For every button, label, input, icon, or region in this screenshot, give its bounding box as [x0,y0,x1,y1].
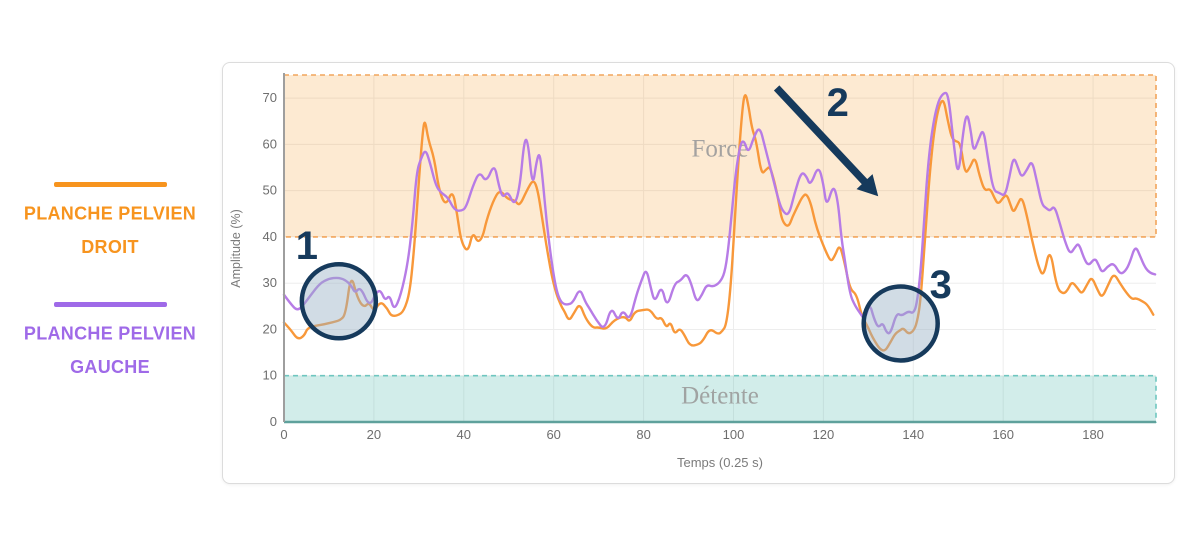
svg-text:10: 10 [263,368,277,383]
svg-text:70: 70 [263,90,277,105]
legend-label-droit: PLANCHE PELVIEN DROIT [18,197,202,263]
svg-text:20: 20 [263,321,277,336]
svg-text:60: 60 [546,427,560,442]
legend-item-gauche: PLANCHE PELVIEN GAUCHE [18,302,202,382]
y-axis-title: Amplitude (%) [229,209,243,288]
legend-label-gauche: PLANCHE PELVIEN GAUCHE [18,317,202,383]
svg-text:40: 40 [457,427,471,442]
legend-swatch-gauche [53,302,167,307]
legend-label-droit-line2: DROIT [81,235,139,257]
legend-label-gauche-line2: GAUCHE [70,355,150,377]
zone-label-detente: Détente [681,382,759,409]
svg-text:140: 140 [902,427,924,442]
annotation-number-1: 1 [296,224,318,268]
series-line-droit [282,94,1155,352]
tick-labels: 0 10 20 30 40 50 60 70 0 20 40 60 80 100 120 140 160 180 [263,90,1104,442]
emg-amplitude-chart: Force Détente 0 10 20 30 40 50 60 70 0 20 40 60 80 100 1… [229,73,1157,470]
legend-item-droit: PLANCHE PELVIEN DROIT [18,182,202,262]
annotation-number-2: 2 [827,81,849,125]
x-axis-title: Temps (0.25 s) [677,455,763,470]
svg-text:160: 160 [992,427,1014,442]
svg-text:30: 30 [263,275,277,290]
svg-text:50: 50 [263,183,277,198]
trend-arrow-head [856,174,879,197]
highlight-circle-3 [861,284,940,363]
svg-text:0: 0 [270,414,277,429]
svg-text:120: 120 [813,427,835,442]
svg-text:20: 20 [367,427,381,442]
legend-label-droit-line1: PLANCHE PELVIEN [23,202,197,224]
svg-text:40: 40 [263,229,277,244]
series-line-gauche [282,91,1157,335]
highlight-circle-1 [299,261,379,341]
svg-text:180: 180 [1082,427,1104,442]
annotation-number-3: 3 [930,263,952,307]
svg-text:100: 100 [723,427,745,442]
svg-text:60: 60 [263,136,277,151]
svg-text:80: 80 [636,427,650,442]
zone-force: Force [283,74,1157,238]
trend-arrow-shaft [773,85,874,191]
legend-label-gauche-line1: PLANCHE PELVIEN [23,322,197,344]
svg-text:0: 0 [280,427,287,442]
legend: PLANCHE PELVIEN DROIT PLANCHE PELVIEN GA… [18,182,202,422]
chart-card: Force Détente 0 10 20 30 40 50 60 70 0 20 40 60 80 100 1… [222,62,1175,484]
zone-detente: Détente [283,374,1157,423]
legend-swatch-droit [53,182,167,187]
